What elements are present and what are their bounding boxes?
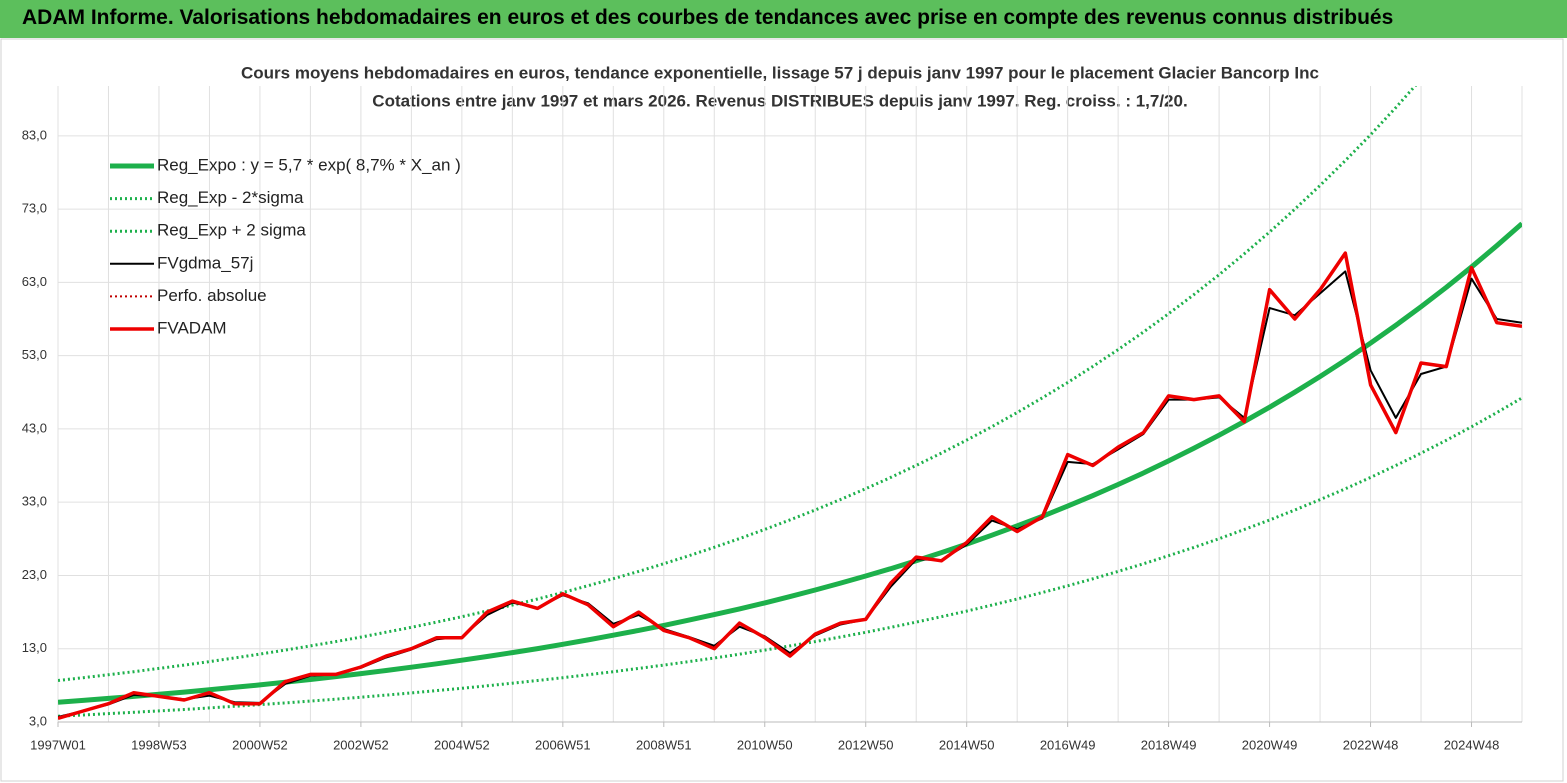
x-tick-label: 1998W53 bbox=[131, 737, 187, 752]
y-tick-label: 23,0 bbox=[22, 567, 47, 582]
y-tick-label: 83,0 bbox=[22, 127, 47, 142]
x-tick-label: 2006W51 bbox=[535, 737, 591, 752]
x-tick-label: 2022W48 bbox=[1343, 737, 1399, 752]
x-tick-label: 2004W52 bbox=[434, 737, 490, 752]
x-tick-label: 1997W01 bbox=[30, 737, 86, 752]
y-tick-label: 43,0 bbox=[22, 420, 47, 435]
chart: Cours moyens hebdomadaires en euros, ten… bbox=[0, 38, 1564, 782]
legend-label: FVADAM bbox=[157, 318, 227, 337]
y-tick-label: 33,0 bbox=[22, 494, 47, 509]
series-line bbox=[58, 396, 1522, 718]
legend-label: Reg_Exp + 2 sigma bbox=[157, 221, 306, 240]
y-tick-label: 13,0 bbox=[22, 640, 47, 655]
series-line bbox=[58, 251, 1522, 720]
header-bar: ADAM Informe. Valorisations hebdomadaire… bbox=[0, 0, 1567, 38]
x-tick-label: 2024W48 bbox=[1444, 737, 1500, 752]
x-tick-label: 2018W49 bbox=[1141, 737, 1197, 752]
series-line bbox=[58, 221, 1522, 705]
series-line bbox=[58, 86, 1418, 682]
y-tick-label: 3,0 bbox=[29, 713, 47, 728]
legend-label: Reg_Expo : y = 5,7 * exp( 8,7% * X_an ) bbox=[157, 155, 461, 174]
x-tick-label: 2016W49 bbox=[1040, 737, 1096, 752]
x-tick-label: 2010W50 bbox=[737, 737, 793, 752]
x-tick-label: 2014W50 bbox=[939, 737, 995, 752]
legend-label: Reg_Exp - 2*sigma bbox=[157, 188, 304, 207]
header-title: ADAM Informe. Valorisations hebdomadaire… bbox=[22, 6, 1394, 29]
x-tick-label: 2012W50 bbox=[838, 737, 894, 752]
legend-label: FVgdma_57j bbox=[157, 253, 253, 272]
x-tick-label: 2002W52 bbox=[333, 737, 389, 752]
chart-title: Cours moyens hebdomadaires en euros, ten… bbox=[241, 63, 1319, 82]
x-tick-label: 2000W52 bbox=[232, 737, 288, 752]
y-tick-label: 53,0 bbox=[22, 347, 47, 362]
y-tick-label: 63,0 bbox=[22, 274, 47, 289]
chart-frame bbox=[0, 38, 1564, 782]
legend-label: Perfo. absolue bbox=[157, 286, 267, 305]
y-tick-label: 73,0 bbox=[22, 201, 47, 216]
chart-subtitle: Cotations entre janv 1997 et mars 2026. … bbox=[372, 91, 1187, 110]
x-tick-label: 2020W49 bbox=[1242, 737, 1298, 752]
x-tick-label: 2008W51 bbox=[636, 737, 692, 752]
